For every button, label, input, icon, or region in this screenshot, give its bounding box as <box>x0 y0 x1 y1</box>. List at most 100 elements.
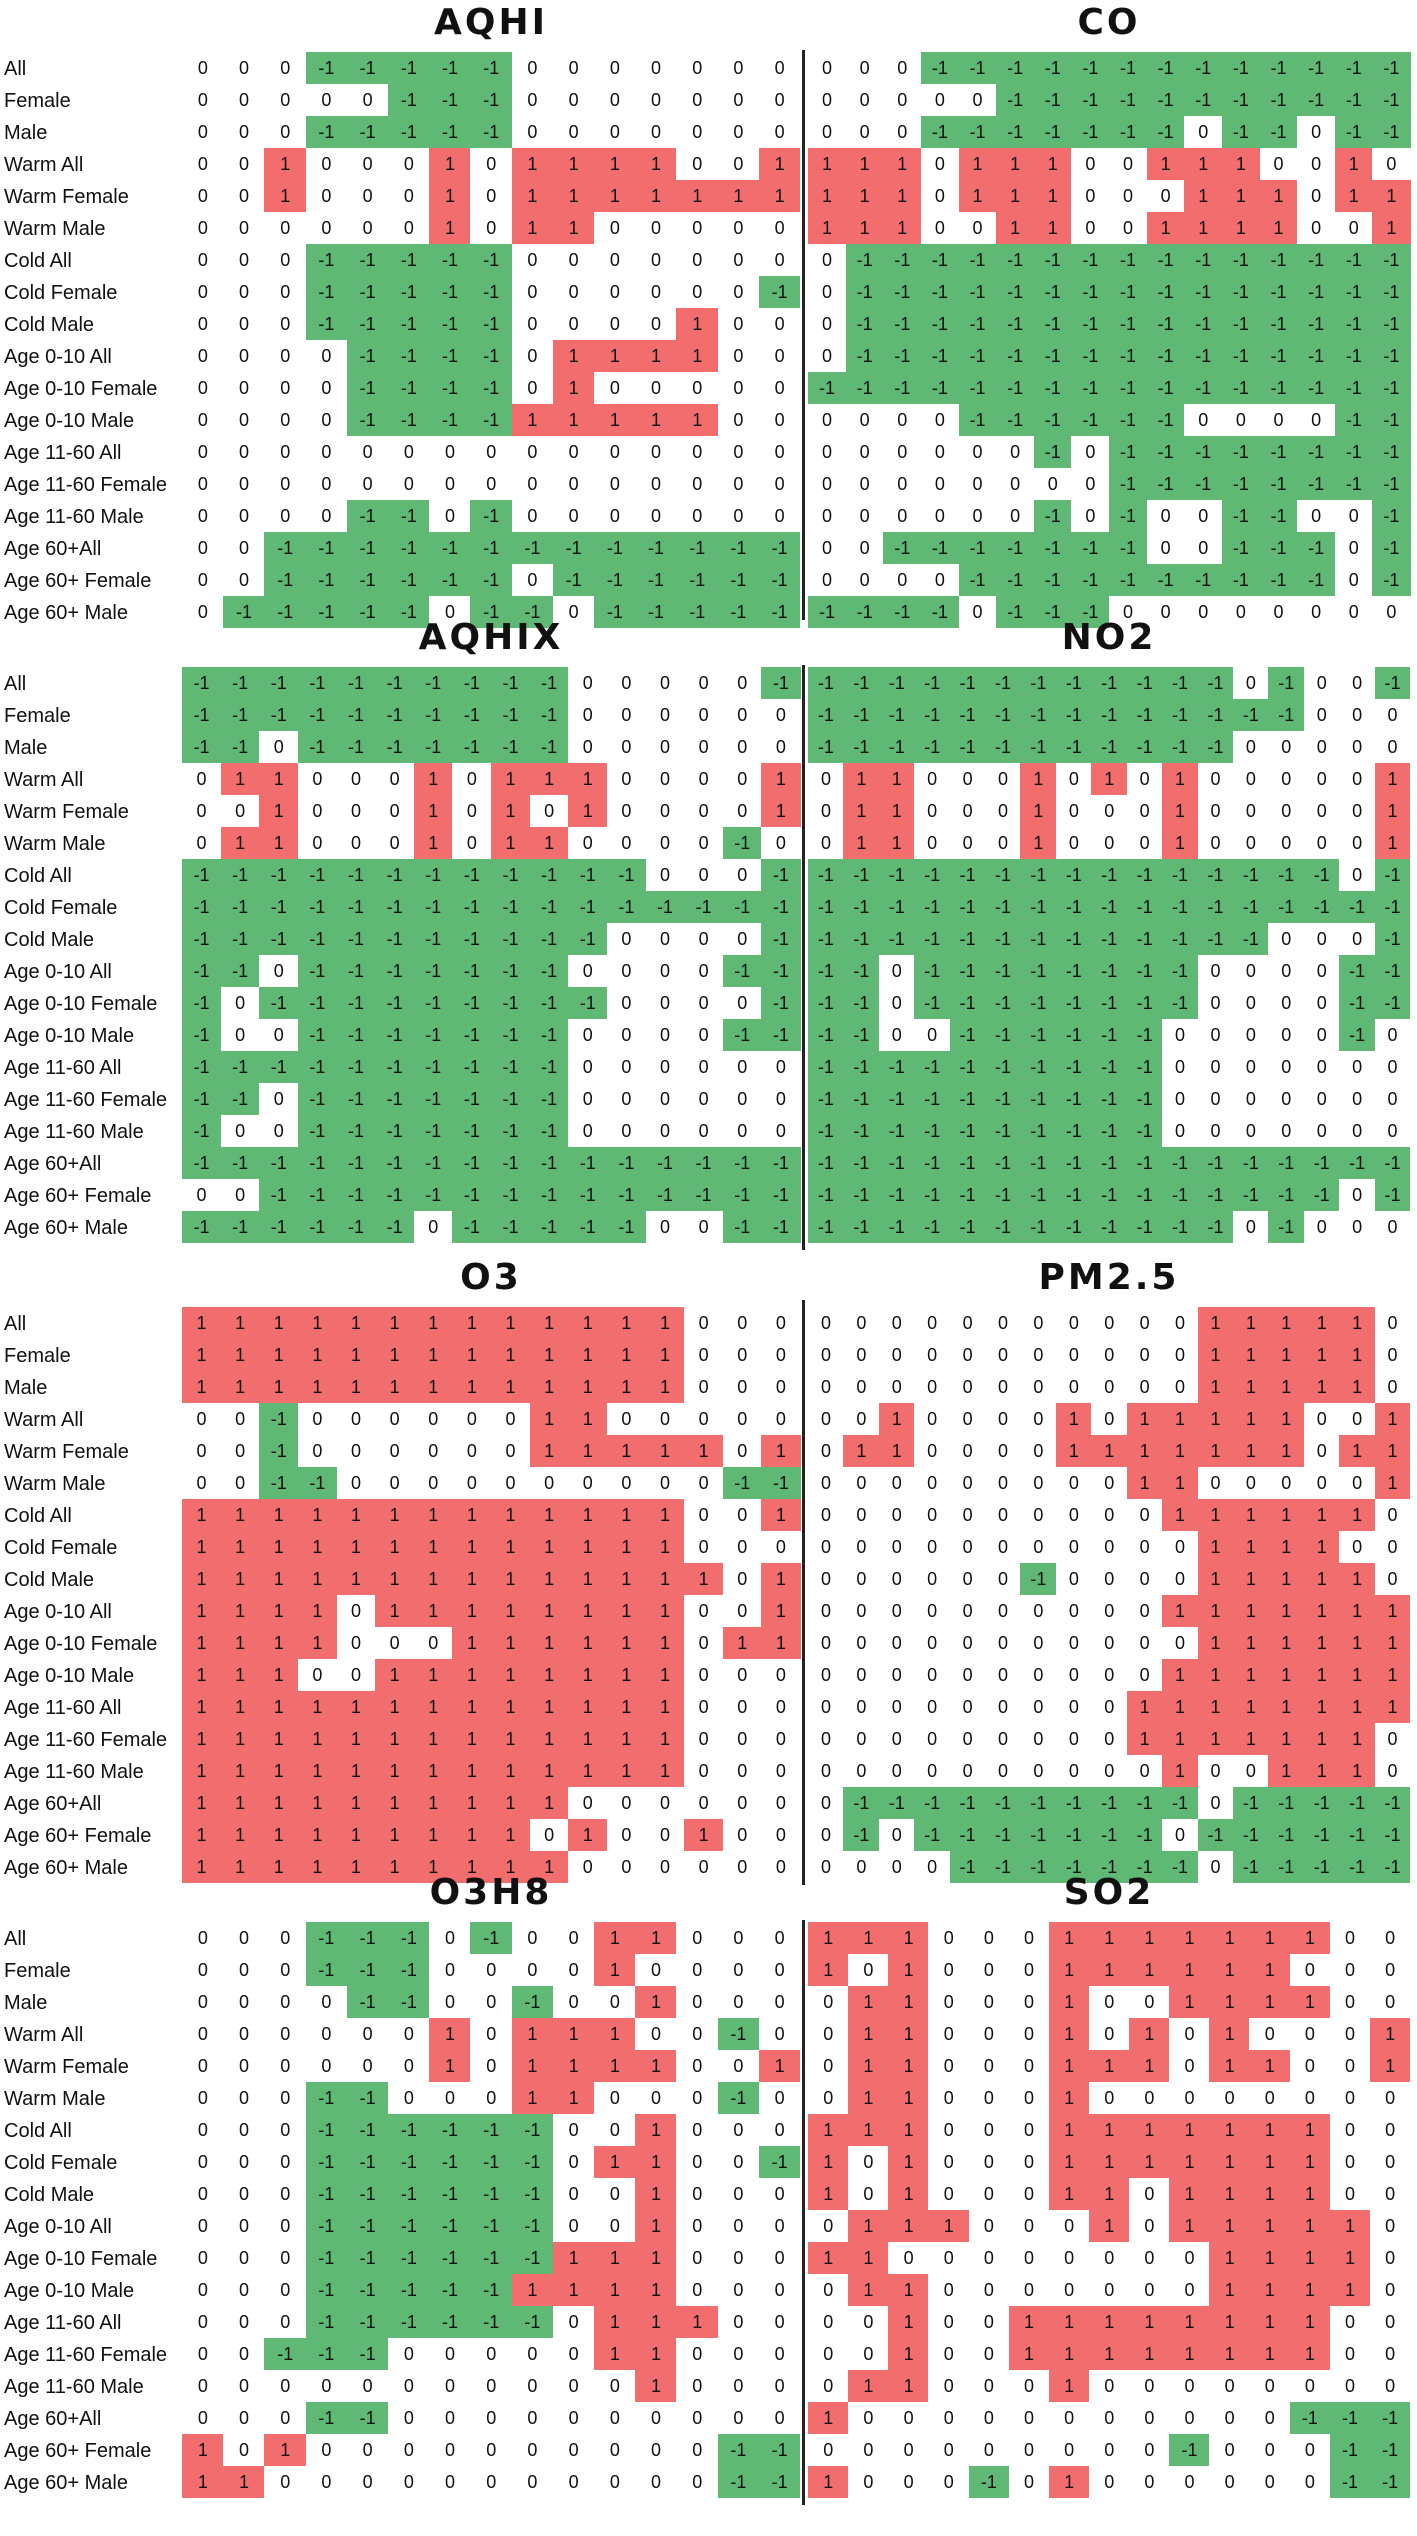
row-label: Age 11-60 Male <box>4 2376 144 2398</box>
heatmap-cell: 0 <box>684 1019 724 1051</box>
heatmap-cell: -1 <box>336 923 376 955</box>
heatmap-cell: 0 <box>848 2434 889 2466</box>
heatmap-cell: 0 <box>1259 596 1298 628</box>
heatmap-cell: -1 <box>1197 1819 1234 1851</box>
heatmap-cell: 1 <box>429 212 471 244</box>
heatmap-cell: 1 <box>568 1755 608 1787</box>
heatmap-cell: 0 <box>568 1115 608 1147</box>
heatmap-cell: 0 <box>223 1954 265 1986</box>
heatmap-cell: 0 <box>470 2466 513 2498</box>
heatmap-cell: -1 <box>1232 1819 1269 1851</box>
heatmap-cell: 0 <box>264 2306 307 2338</box>
heatmap-cell: 1 <box>1126 1435 1163 1467</box>
heatmap-cell: 0 <box>264 2370 307 2402</box>
heatmap-cell: -1 <box>920 52 959 84</box>
heatmap-cell: 0 <box>1055 1691 1092 1723</box>
heatmap-cell: 0 <box>985 827 1021 859</box>
heatmap-cell: -1 <box>843 891 880 923</box>
heatmap-cell: 0 <box>1303 699 1340 731</box>
heatmap-cell: 0 <box>808 404 847 436</box>
heatmap-cell: 1 <box>1129 2306 1170 2338</box>
heatmap-cell: -1 <box>606 1179 646 1211</box>
heatmap-cell: 0 <box>1197 1755 1234 1787</box>
heatmap-cell: 0 <box>722 987 762 1019</box>
heatmap-cell: 0 <box>182 52 224 84</box>
heatmap-cell: 0 <box>413 1467 453 1499</box>
heatmap-cell: 0 <box>1339 1531 1376 1563</box>
heatmap-cell: -1 <box>1372 276 1411 308</box>
heatmap-cell: 0 <box>928 2402 970 2434</box>
heatmap-cell: 0 <box>297 763 337 795</box>
heatmap-cell: 1 <box>220 1691 260 1723</box>
heatmap-cell: 0 <box>845 436 884 468</box>
heatmap-cell: -1 <box>1020 667 1057 699</box>
heatmap-cell: 1 <box>676 180 719 212</box>
heatmap-cell: 0 <box>878 1723 915 1755</box>
heatmap-cell: -1 <box>413 731 453 763</box>
heatmap-cell: -1 <box>1020 987 1057 1019</box>
heatmap-cell: 1 <box>1197 1563 1234 1595</box>
heatmap-cell: -1 <box>388 2178 430 2210</box>
heatmap-cell: 0 <box>928 2242 970 2274</box>
heatmap-cell: -1 <box>1374 1787 1411 1819</box>
heatmap-cell: -1 <box>1020 1019 1057 1051</box>
heatmap-cell: 0 <box>758 244 801 276</box>
heatmap-cell: 0 <box>878 1339 915 1371</box>
heatmap-cell: 1 <box>336 1723 376 1755</box>
heatmap-cell: 1 <box>568 1435 608 1467</box>
heatmap-cell: -1 <box>346 2114 389 2146</box>
heatmap-cell: 0 <box>676 2338 719 2370</box>
heatmap-cell: 1 <box>1088 2146 1130 2178</box>
row-label: Age 11-60 All <box>4 2312 122 2334</box>
heatmap-cell: 0 <box>949 1403 986 1435</box>
heatmap-cell: 1 <box>336 1307 376 1339</box>
heatmap-cell: 0 <box>645 699 685 731</box>
heatmap-cell: 0 <box>264 2082 307 2114</box>
heatmap-cell: 0 <box>1020 1595 1057 1627</box>
heatmap-cell: -1 <box>297 699 337 731</box>
heatmap-cell: -1 <box>259 667 299 699</box>
heatmap-cell: -1 <box>843 1115 880 1147</box>
heatmap-cell: 1 <box>845 212 884 244</box>
heatmap-cell: 1 <box>1020 795 1057 827</box>
heatmap-cell: 1 <box>452 1499 492 1531</box>
heatmap-cell: -1 <box>297 891 337 923</box>
heatmap-cell: 0 <box>491 1467 531 1499</box>
heatmap-cell: -1 <box>1109 52 1148 84</box>
heatmap-cell: 1 <box>375 1307 415 1339</box>
heatmap-cell: 0 <box>1129 2082 1170 2114</box>
heatmap-cell: -1 <box>761 1147 801 1179</box>
heatmap-cell: -1 <box>1184 340 1223 372</box>
heatmap-cell: 0 <box>511 1954 554 1986</box>
heatmap-cell: 1 <box>1374 1659 1411 1691</box>
heatmap-cell: -1 <box>914 955 951 987</box>
heatmap-cell: 1 <box>1209 2146 1250 2178</box>
heatmap-cell: -1 <box>761 1467 801 1499</box>
heatmap-cell: -1 <box>470 404 513 436</box>
heatmap-cell: 0 <box>914 827 951 859</box>
heatmap-cell: -1 <box>843 1211 880 1243</box>
heatmap-cell: -1 <box>305 308 348 340</box>
heatmap-cell: -1 <box>297 1211 337 1243</box>
heatmap-cell: -1 <box>305 276 348 308</box>
heatmap-cell: -1 <box>375 923 415 955</box>
heatmap-cell: 0 <box>928 1922 970 1954</box>
heatmap-cell: 1 <box>259 795 299 827</box>
heatmap-cell: -1 <box>336 1051 376 1083</box>
heatmap-cell: 1 <box>1162 1435 1199 1467</box>
heatmap-cell: -1 <box>388 2114 430 2146</box>
heatmap-cell: -1 <box>1109 244 1148 276</box>
heatmap-cell: -1 <box>346 340 389 372</box>
row-label: Age 0-10 Male <box>4 2280 135 2302</box>
heatmap-cell: 1 <box>1249 2050 1291 2082</box>
heatmap-cell: 0 <box>761 1307 801 1339</box>
heatmap-cell: 0 <box>914 1019 951 1051</box>
heatmap-cell: 1 <box>1169 2306 1210 2338</box>
heatmap-cell: 1 <box>1268 1339 1305 1371</box>
heatmap-cell: -1 <box>1055 987 1092 1019</box>
heatmap-cell: 1 <box>375 1691 415 1723</box>
heatmap-cell: 0 <box>1369 2082 1411 2114</box>
heatmap-cell: 0 <box>758 52 801 84</box>
heatmap-cell: -1 <box>1055 1051 1092 1083</box>
heatmap-cell: 0 <box>888 2434 929 2466</box>
